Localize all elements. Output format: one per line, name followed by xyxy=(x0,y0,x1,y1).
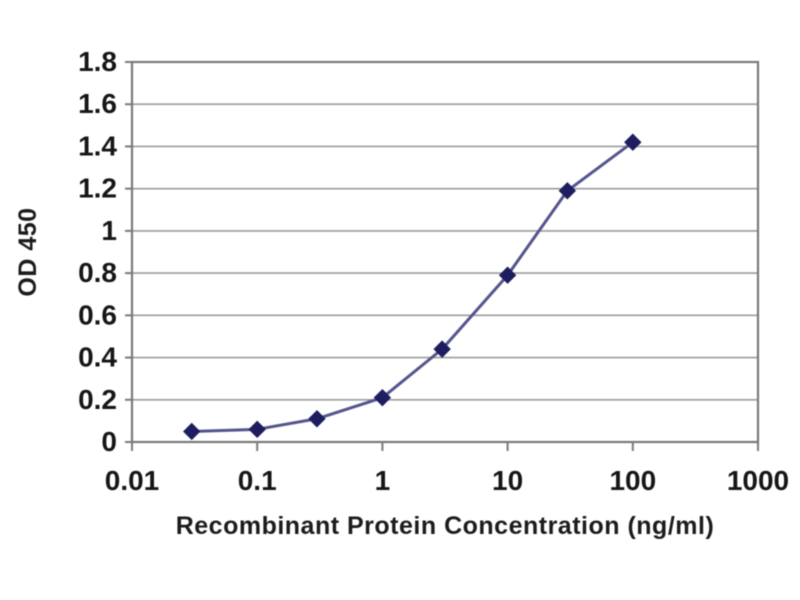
series-layer xyxy=(183,133,642,441)
data-point-marker xyxy=(308,410,326,428)
y-tick-label: 1.6 xyxy=(78,88,117,119)
data-point-marker xyxy=(433,340,451,358)
plot-border xyxy=(130,60,760,444)
grid-layer xyxy=(132,103,758,401)
x-tick-label: 1000 xyxy=(727,465,789,496)
y-tick-label: 0.4 xyxy=(78,342,117,373)
data-point-marker xyxy=(248,420,266,439)
y-tick-label: 0.8 xyxy=(78,257,117,288)
y-tick-label: 1.4 xyxy=(78,130,117,161)
y-tick-label: 1 xyxy=(101,215,117,246)
x-tick-label: 10 xyxy=(492,465,523,496)
series-line xyxy=(190,140,635,433)
data-point-marker xyxy=(498,266,517,284)
data-point-marker xyxy=(373,388,392,407)
data-point-marker xyxy=(183,422,201,441)
data-point-marker xyxy=(558,182,577,200)
x-tick-label: 1 xyxy=(375,465,391,496)
x-tick-label: 0.01 xyxy=(105,465,160,496)
y-tick-label: 0.2 xyxy=(78,384,117,415)
x-tick-label: 0.1 xyxy=(238,465,277,496)
y-tick-label: 0.6 xyxy=(78,299,117,330)
data-point-marker xyxy=(624,133,642,151)
x-tick-label: 100 xyxy=(609,465,656,496)
tick-label-layer: 0 0.2 0.4 0.6 0.8 1 1.2 1.4 1.6 1.8 0.01 0.1 1 10 100 1… xyxy=(78,46,789,496)
y-tick-label: 1.2 xyxy=(78,173,117,204)
y-tick-label: 0 xyxy=(101,426,117,457)
x-axis-title: Recombinant Protein Concentration (ng/ml… xyxy=(176,512,715,540)
y-tick-label: 1.8 xyxy=(78,46,117,77)
axis-layer xyxy=(125,60,760,451)
y-axis-title: OD 450 xyxy=(14,207,42,296)
